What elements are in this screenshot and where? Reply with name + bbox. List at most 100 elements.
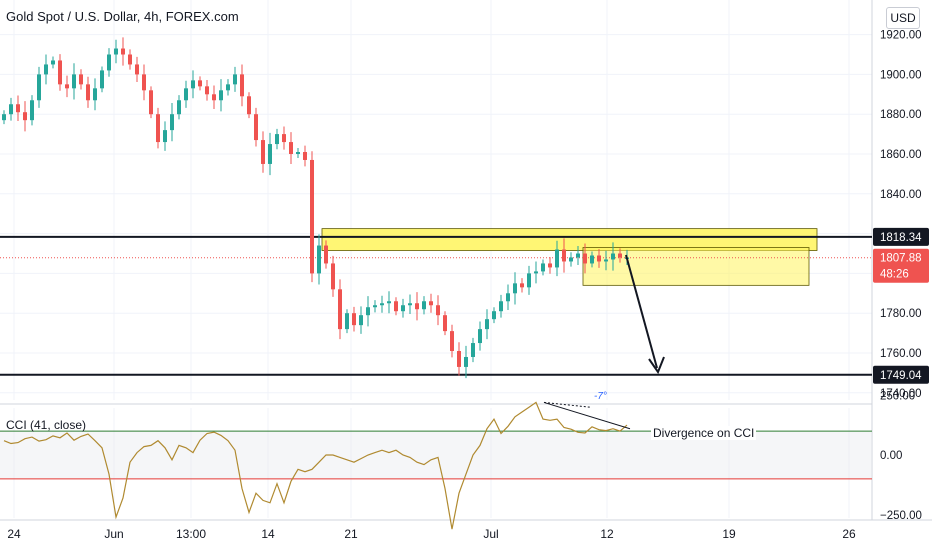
candle-up (492, 311, 496, 320)
current-price-badge-text: 1807.88 (880, 253, 922, 265)
candle-up (380, 303, 384, 306)
candle-up (114, 48, 118, 55)
divergence-annotation[interactable]: Divergence on CCI (651, 426, 757, 440)
candle-up (345, 313, 349, 330)
candle-down (247, 96, 251, 115)
candle-up (569, 257, 573, 262)
projection-arrow-head (648, 356, 665, 375)
price-tick-label: 1900.00 (880, 69, 922, 81)
candle-up (408, 303, 412, 306)
cci-indicator-label[interactable]: CCI (41, close) (6, 418, 87, 432)
candle-down (135, 64, 139, 75)
candle-down (240, 74, 244, 97)
price-axis[interactable]: 1740.001760.001780.001800.001820.001840.… (880, 30, 922, 522)
candle-down (324, 245, 328, 264)
candle-up (387, 301, 391, 304)
cci-line (3, 401, 628, 530)
drawings[interactable] (625, 254, 665, 375)
level-price-badge-text: 1749.04 (880, 370, 922, 382)
cci-tick-label: −250.00 (880, 510, 922, 522)
time-tick-label: 19 (722, 527, 736, 541)
candle-up (317, 245, 321, 274)
candle-up (471, 343, 475, 357)
candle-down (520, 283, 524, 288)
candle-down (65, 84, 69, 89)
candle-up (611, 253, 615, 260)
candle-up (590, 255, 594, 264)
candle-up (268, 144, 272, 164)
candle-up (499, 301, 503, 312)
candle-up (233, 74, 237, 85)
candle-down (310, 159, 314, 274)
time-tick-label: 26 (842, 527, 856, 541)
candle-down (79, 74, 83, 85)
candle-up (51, 60, 55, 65)
price-tick-label: 1920.00 (880, 30, 922, 42)
candle-up (44, 64, 48, 75)
level-price-badge (873, 365, 929, 384)
candle-up (9, 104, 13, 115)
candle-down (303, 152, 307, 160)
time-tick-label: 21 (344, 527, 358, 541)
candle-up (184, 88, 188, 101)
candle-down (352, 313, 356, 326)
candle-up (506, 293, 510, 302)
candle-down (58, 60, 62, 85)
candle-up (93, 88, 97, 101)
current-price-badge (873, 248, 929, 283)
candle-up (100, 70, 104, 89)
price-tick-label: 1860.00 (880, 149, 922, 161)
price-tick-label: 1740.00 (880, 388, 922, 400)
candle-up (275, 134, 279, 145)
candle-down (261, 140, 265, 164)
candle-up (366, 307, 370, 316)
horizontal-levels[interactable] (0, 235, 872, 376)
candle-up (576, 253, 580, 258)
candle-down (254, 114, 258, 141)
candle-up (2, 114, 6, 121)
candle-up (226, 84, 230, 91)
candlestick-series (2, 37, 629, 379)
level-price-badge (873, 227, 929, 246)
currency-button[interactable]: USD (886, 7, 920, 29)
candle-down (289, 142, 293, 154)
candle-down (583, 253, 587, 264)
level-price-badge-text: 1818.34 (880, 232, 922, 244)
price-tick-label: 1760.00 (880, 348, 922, 360)
price-badges: 1818.34 1749.04 1807.88 48:26 (873, 227, 929, 384)
candle-up (527, 273, 531, 288)
candle-down (331, 263, 335, 290)
candle-up (359, 315, 363, 326)
candle-up (464, 356, 468, 367)
candle-up (170, 114, 174, 131)
time-tick-label: 13:00 (176, 527, 206, 541)
candle-down (149, 90, 153, 115)
candle-down (562, 249, 566, 262)
candle-up (177, 100, 181, 115)
time-tick-label: 14 (261, 527, 275, 541)
candle-down (436, 305, 440, 316)
candle-down (205, 86, 209, 95)
candle-down (142, 74, 146, 91)
candle-down (212, 94, 216, 101)
candle-down (457, 351, 461, 367)
candle-down (394, 301, 398, 312)
time-axis[interactable]: 24 Jun 13:00 14 21 Jul 12 19 26 (7, 527, 856, 541)
candle-down (338, 289, 342, 330)
price-tick-label: 1880.00 (880, 109, 922, 121)
candle-up (541, 263, 545, 272)
resistance-zone-upper (321, 228, 818, 251)
candle-up (513, 283, 517, 294)
candle-up (191, 80, 195, 89)
cci-tick-label: 0.00 (880, 450, 902, 462)
time-tick-label: Jul (483, 527, 498, 541)
chart-title: Gold Spot / U.S. Dollar, 4h, FOREX.com (6, 9, 239, 24)
cci-tick-label: 250.00 (880, 390, 915, 402)
candle-up (555, 249, 559, 268)
divergence-trendline (543, 401, 631, 430)
candle-down (415, 303, 419, 310)
candle-up (219, 90, 223, 101)
candle-down (128, 54, 132, 65)
projection-arrow (625, 254, 658, 369)
